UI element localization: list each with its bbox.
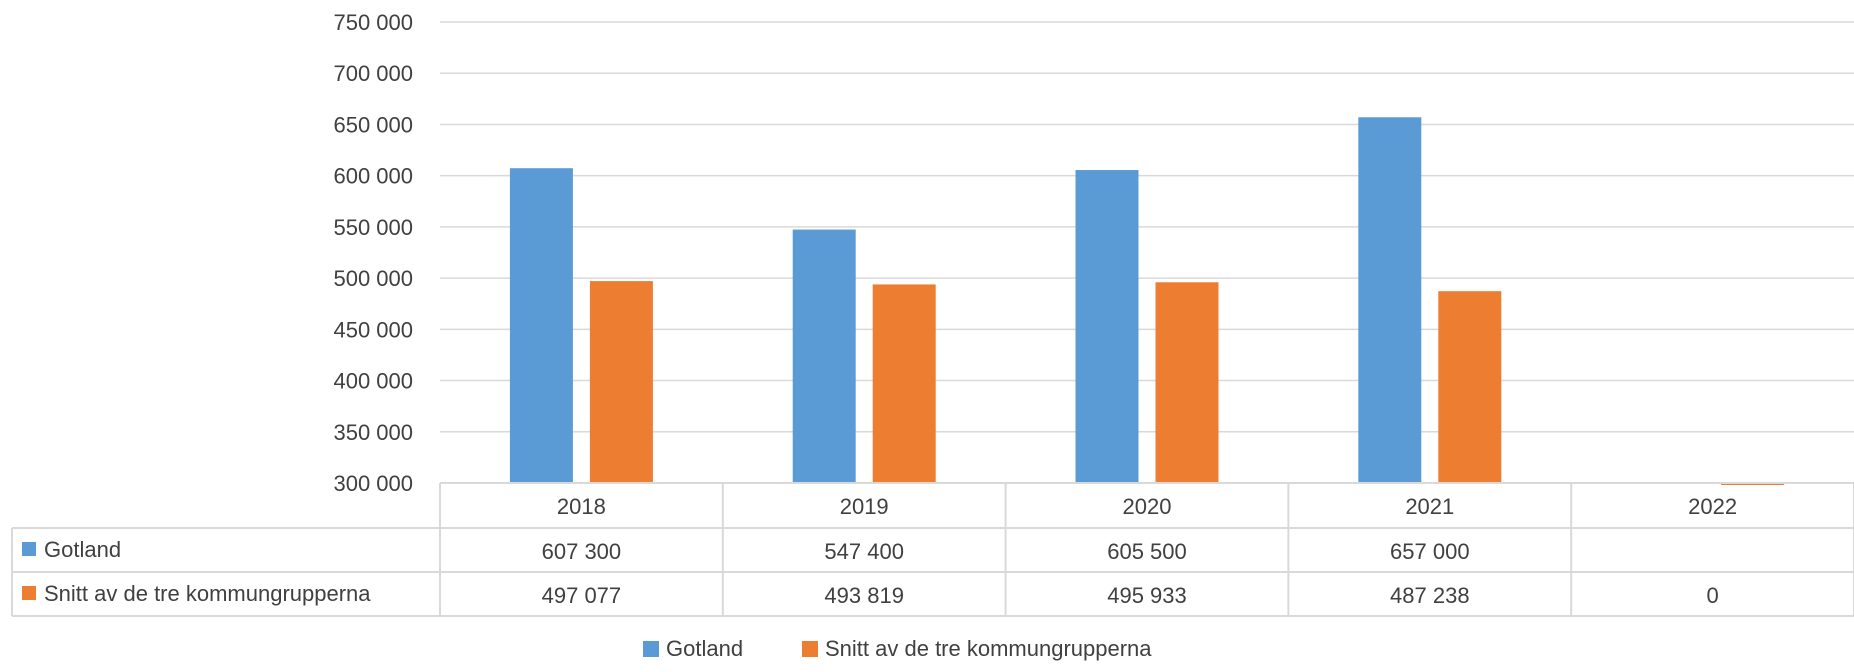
bar-gotland [792,229,856,483]
y-tick-label: 650 000 [333,112,413,137]
x-tick-label: 2021 [1405,494,1454,519]
bar-snitt [1438,291,1502,483]
data-label-snitt: 487 238 [1390,583,1470,608]
bar-snitt [589,281,653,483]
y-tick-label: 500 000 [333,266,413,291]
table-legend-key-gotland [22,542,36,556]
bar-snitt [872,284,936,483]
y-tick-label: 300 000 [333,471,413,496]
data-label-gotland: 605 500 [1107,539,1187,564]
x-tick-label: 2018 [557,494,606,519]
x-tick-label: 2019 [840,494,889,519]
bar-snitt [1155,282,1219,483]
data-label-snitt: 495 933 [1107,583,1187,608]
y-tick-label: 600 000 [333,164,413,189]
data-label-snitt: 497 077 [542,583,622,608]
x-tick-label: 2022 [1688,494,1737,519]
bar-gotland [1075,170,1139,483]
y-tick-label: 450 000 [333,317,413,342]
y-tick-label: 750 000 [333,10,413,35]
table-row-label-snitt: Snitt av de tre kommungrupperna [44,581,371,606]
y-tick-label: 400 000 [333,369,413,394]
table-legend-key-snitt [22,586,36,600]
legend-label-snitt: Snitt av de tre kommungrupperna [825,636,1152,661]
bar-gotland [1358,117,1422,484]
y-tick-label: 550 000 [333,215,413,240]
y-tick-label: 700 000 [333,61,413,86]
data-label-gotland: 547 400 [824,539,904,564]
y-tick-label: 350 000 [333,420,413,445]
table-row-label-gotland: Gotland [44,537,121,562]
legend-swatch-snitt [802,641,818,657]
x-tick-label: 2020 [1123,494,1172,519]
bar-gotland [509,168,573,483]
data-label-snitt: 493 819 [824,583,904,608]
data-label-gotland: 607 300 [542,539,622,564]
legend-label-gotland: Gotland [666,636,743,661]
data-label-gotland: 657 000 [1390,539,1470,564]
legend-swatch-gotland [643,641,659,657]
data-label-snitt: 0 [1706,583,1718,608]
